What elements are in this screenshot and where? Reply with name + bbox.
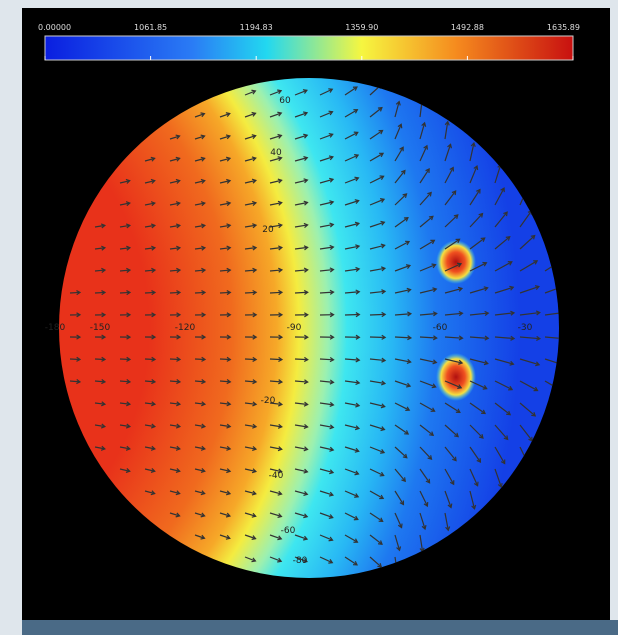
longitude-label: -150	[90, 323, 111, 333]
hot-spot	[436, 353, 476, 401]
arrow-shaft	[295, 359, 308, 360]
latitude-label: -80	[293, 556, 308, 566]
longitude-label: -180	[45, 323, 66, 333]
latitude-label: -40	[269, 471, 284, 481]
latitude-label: -20	[261, 396, 276, 406]
longitude-label: -60	[433, 323, 448, 333]
colorbar-label: 1492.88	[451, 23, 484, 32]
arrow-shaft	[370, 314, 385, 315]
colorbar-label: 1635.89	[547, 23, 580, 32]
colorbar-label: 0.00000	[38, 23, 71, 32]
colorbar-label: 1194.83	[240, 23, 273, 32]
latitude-label: 60	[279, 96, 291, 106]
colorbar-label: 1359.90	[345, 23, 378, 32]
longitude-label: -30	[518, 323, 533, 333]
colorbar-label: 1061.85	[134, 23, 167, 32]
visualization: 0.00000 1061.85 1194.83 1359.90 1492.88 1635.…	[0, 0, 618, 635]
latitude-label: -60	[281, 526, 296, 536]
longitude-label: -120	[175, 323, 196, 333]
hot-spot	[436, 240, 476, 284]
bottom-strip	[22, 620, 618, 635]
latitude-label: 20	[262, 225, 274, 235]
longitude-label: -90	[287, 323, 302, 333]
globe	[59, 78, 559, 578]
colorbar-bar	[45, 36, 573, 60]
latitude-label: 40	[270, 148, 282, 158]
